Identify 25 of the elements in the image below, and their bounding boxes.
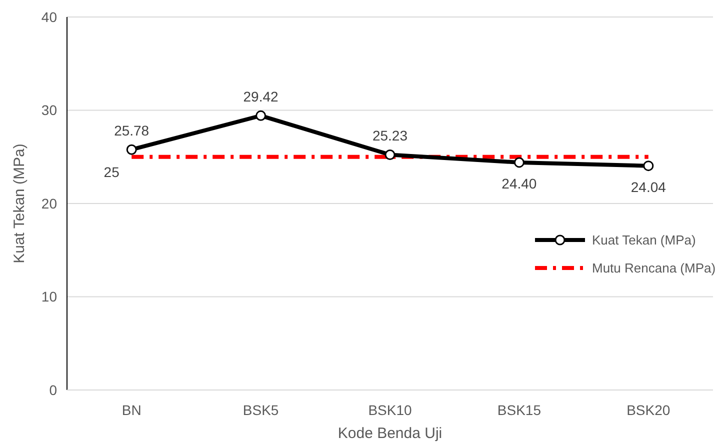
legend-label: Mutu Rencana (MPa) (592, 260, 716, 276)
y-tick-label: 30 (41, 102, 58, 118)
point (126, 144, 137, 155)
x-tick-label: BSK20 (626, 402, 670, 418)
data-label: 25 (104, 164, 120, 180)
legend-label: Kuat Tekan (MPa) (592, 232, 696, 248)
y-tick-label: 40 (41, 8, 58, 25)
x-tick-label: BN (122, 402, 142, 418)
y-tick-label: 0 (49, 382, 58, 398)
point (643, 160, 654, 172)
x-axis-title: Kode Benda Uji (338, 425, 442, 442)
y-tick-label: 10 (41, 288, 58, 305)
data-label: 24.40 (502, 175, 537, 192)
x-tick-label: BSK10 (368, 402, 412, 418)
point (514, 157, 524, 168)
data-label: 25.78 (114, 122, 150, 139)
point (384, 149, 396, 160)
y-axis-title: Kuat Tekan (MPa) (11, 144, 28, 264)
data-label: 29.42 (243, 88, 279, 105)
x-tick-label: BSK15 (497, 402, 542, 418)
y-tick-label: 20 (41, 195, 58, 212)
x-tick-label: BSK5 (242, 402, 279, 418)
data-label: 24.04 (630, 178, 666, 195)
data-label: 25.23 (372, 128, 408, 144)
point (256, 110, 266, 121)
